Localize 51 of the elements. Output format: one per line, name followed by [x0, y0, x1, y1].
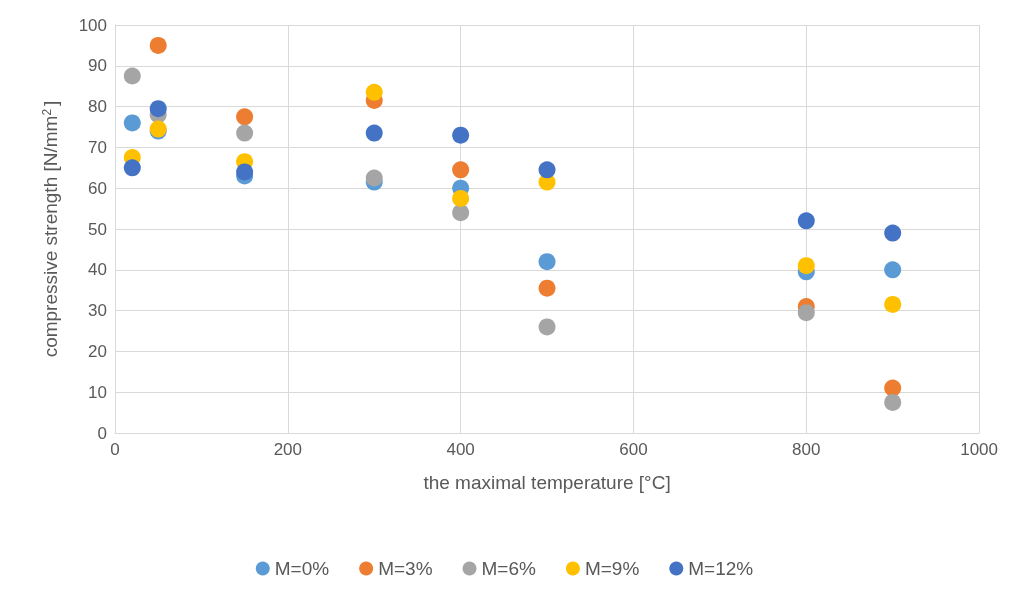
point — [538, 161, 556, 179]
point — [538, 318, 556, 336]
y-tick-label: 10 — [88, 382, 107, 402]
y-tick-label: 20 — [88, 341, 107, 361]
y-tick-label: 40 — [88, 260, 107, 280]
x-tick-label: 1000 — [960, 440, 998, 459]
point — [365, 124, 383, 142]
point — [797, 212, 815, 230]
x-tick-label: 800 — [792, 440, 821, 459]
point — [452, 126, 470, 144]
point — [236, 163, 254, 181]
point — [365, 83, 383, 101]
point — [797, 304, 815, 322]
point — [365, 169, 383, 187]
point — [123, 159, 141, 177]
point — [884, 295, 902, 313]
y-tick-label: 90 — [88, 56, 107, 76]
point — [452, 189, 470, 207]
point — [538, 279, 556, 297]
point — [452, 161, 470, 179]
point — [123, 67, 141, 85]
point — [236, 124, 254, 142]
x-tick-label: 200 — [273, 440, 303, 459]
point — [884, 379, 902, 397]
point — [797, 257, 815, 275]
point — [884, 261, 902, 279]
point — [538, 253, 556, 271]
x-axis-title: the maximal temperature [°C] — [423, 472, 671, 493]
x-tick-label: 400 — [446, 440, 475, 459]
point — [452, 204, 470, 222]
y-tick-label: 60 — [88, 178, 107, 198]
point — [236, 108, 254, 126]
point — [123, 114, 141, 132]
y-tick-label: 0 — [97, 423, 107, 443]
y-tick-label: 100 — [78, 15, 107, 35]
legend-label: M=6% — [481, 558, 537, 579]
legend-label: M=12% — [688, 558, 754, 579]
x-tick-label: 0 — [110, 440, 120, 459]
legend-label: M=3% — [378, 558, 433, 579]
point — [884, 393, 902, 411]
point — [149, 100, 167, 118]
point — [149, 36, 167, 54]
y-tick-label: 50 — [88, 219, 107, 239]
y-tick-label: 30 — [88, 301, 107, 321]
y-axis-title: compressive strength [N/mm2] — [40, 100, 61, 358]
y-tick-label: 80 — [88, 97, 107, 117]
y-tick-label: 70 — [88, 137, 107, 157]
legend-label: M=9% — [584, 558, 640, 579]
point — [884, 224, 902, 242]
x-tick-label: 600 — [619, 440, 648, 459]
legend-label: M=0% — [274, 558, 330, 579]
